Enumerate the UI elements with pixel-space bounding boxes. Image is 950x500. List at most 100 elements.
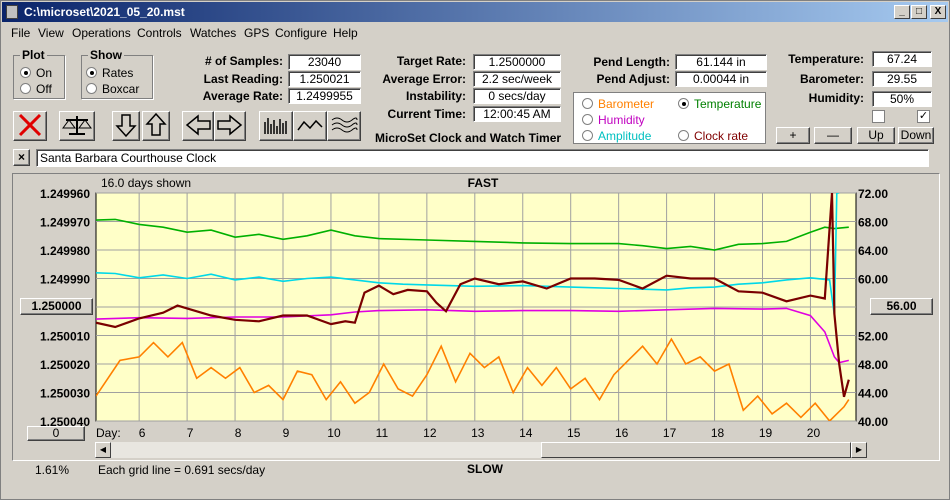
average-rate-field: 1.2499955 xyxy=(288,88,361,104)
series-line-humidity xyxy=(96,307,849,364)
up-arrow-button[interactable] xyxy=(142,111,170,141)
menu-configure[interactable]: Configure xyxy=(275,26,328,40)
maximize-button[interactable]: □ xyxy=(911,5,927,19)
scroll-thumb[interactable] xyxy=(541,442,851,458)
humidity-field: 50% xyxy=(872,91,932,107)
x-tick-label: 6 xyxy=(139,426,146,440)
amplitude-radio[interactable]: Amplitude xyxy=(582,129,651,143)
minus-button[interactable]: — xyxy=(814,127,852,144)
multi-line-view-button[interactable] xyxy=(327,111,361,141)
plot-off-radio[interactable]: Off xyxy=(20,82,52,96)
y-left-tick-label: 1.249970 xyxy=(40,216,90,230)
barometer-label: Barometer xyxy=(598,97,655,111)
barometer-label-right: Barometer: xyxy=(799,72,864,86)
offset-button[interactable]: 0 xyxy=(27,426,85,441)
menu-watches[interactable]: Watches xyxy=(190,26,237,40)
y-right-tick-label: 40.00 xyxy=(858,415,888,429)
days-shown-label: 16.0 days shown xyxy=(101,176,191,190)
arrow-left-icon xyxy=(185,114,211,136)
menu-help[interactable]: Help xyxy=(333,26,358,40)
clock-rate-label: Clock rate xyxy=(694,129,749,143)
radio-dot-icon xyxy=(86,83,97,94)
clock-rate-radio[interactable]: Clock rate xyxy=(678,129,748,143)
arrow-right-icon xyxy=(217,114,243,136)
balance-button[interactable] xyxy=(59,111,95,141)
x-tick-label: 15 xyxy=(567,426,581,440)
fast-label: FAST xyxy=(468,176,499,190)
x-tick-label: 20 xyxy=(807,426,821,440)
x-tick-label: 7 xyxy=(187,426,194,440)
close-button[interactable]: X xyxy=(930,5,946,19)
menu-operations[interactable]: Operations xyxy=(72,26,131,40)
show-boxcar-radio[interactable]: Boxcar xyxy=(86,82,139,96)
x-tick-label: 14 xyxy=(519,426,533,440)
x-tick-label: 11 xyxy=(376,426,389,440)
temperature-label: Temperature: xyxy=(788,52,864,66)
samples-label: # of Samples: xyxy=(204,54,283,68)
x-tick-label: 8 xyxy=(235,426,242,440)
menu-bar: File View Operations Controls Watches GP… xyxy=(2,24,948,42)
grid-note: Each grid line = 0.691 secs/day xyxy=(98,463,266,477)
checkbox-left[interactable] xyxy=(872,110,885,123)
radio-dot-icon xyxy=(20,67,31,78)
plot-group: Plot On Off xyxy=(13,48,65,99)
left-arrow-button[interactable] xyxy=(182,111,214,141)
target-rate-label: Target Rate: xyxy=(396,54,466,68)
plot-group-title: Plot xyxy=(20,48,47,62)
show-rates-radio[interactable]: Rates xyxy=(86,66,133,80)
checkbox-right[interactable]: ✓ xyxy=(917,110,930,123)
series-line-clock-rate xyxy=(96,193,850,398)
show-rates-label: Rates xyxy=(102,66,134,80)
series-line-barometer xyxy=(96,337,850,421)
horizontal-scrollbar[interactable]: ◀ ▶ xyxy=(95,442,867,458)
scroll-right-icon[interactable]: ▶ xyxy=(851,442,867,458)
y-right-tick-label: 60.00 xyxy=(858,273,888,287)
radio-dot-icon xyxy=(678,98,689,109)
down-button[interactable]: Down xyxy=(898,127,934,144)
center-rate-button[interactable]: 1.250000 xyxy=(20,298,93,315)
x-tick-label: 19 xyxy=(759,426,773,440)
plus-button[interactable]: + xyxy=(776,127,810,144)
y-left-tick-label: 1.250010 xyxy=(40,330,90,344)
x-tick-label: 9 xyxy=(283,426,290,440)
current-time-field: 12:00:45 AM xyxy=(473,106,561,122)
menu-file[interactable]: File xyxy=(11,26,31,40)
series-line-amplitude xyxy=(96,193,840,316)
clock-description-input[interactable]: Santa Barbara Courthouse Clock xyxy=(36,149,929,167)
line-view-button[interactable] xyxy=(293,111,327,141)
center-sensor-button[interactable]: 56.00 xyxy=(870,298,933,315)
menu-gps[interactable]: GPS xyxy=(244,26,270,40)
arrow-up-icon xyxy=(145,112,167,136)
show-group-title: Show xyxy=(88,48,124,62)
plot-on-label: On xyxy=(36,66,53,80)
rate-chart: 1.249960 72.00 1.249970 68.00 1.249980 64.00 1… xyxy=(40,176,888,440)
scroll-left-icon[interactable]: ◀ xyxy=(95,442,111,458)
temperature-field: 67.24 xyxy=(872,51,932,67)
right-arrow-button[interactable] xyxy=(214,111,246,141)
delete-button[interactable] xyxy=(13,111,47,141)
plot-on-radio[interactable]: On xyxy=(20,66,52,80)
last-reading-label: Last Reading: xyxy=(203,72,283,86)
y-left-tick-label: 1.249980 xyxy=(40,244,90,258)
clear-description-button[interactable]: × xyxy=(13,149,30,166)
humidity-radio[interactable]: Humidity xyxy=(582,113,645,127)
menu-controls[interactable]: Controls xyxy=(137,26,182,40)
menu-view[interactable]: View xyxy=(38,26,64,40)
scroll-track[interactable] xyxy=(111,442,541,458)
down-arrow-button[interactable] xyxy=(112,111,140,141)
minimize-button[interactable]: _ xyxy=(894,5,910,19)
show-boxcar-label: Boxcar xyxy=(102,82,140,96)
bars-view-button[interactable] xyxy=(259,111,293,141)
y-right-tick-label: 44.00 xyxy=(858,387,888,401)
close-x-icon xyxy=(18,113,42,137)
up-button[interactable]: Up xyxy=(857,127,895,144)
temperature-radio[interactable]: Temperature xyxy=(678,97,761,111)
barometer-radio[interactable]: Barometer xyxy=(582,97,654,111)
x-tick-label: 17 xyxy=(663,426,677,440)
title-bar[interactable]: C:\microset\2021_05_20.mst _ □ X xyxy=(2,2,948,22)
current-time-label: Current Time: xyxy=(387,107,466,121)
samples-field: 23040 xyxy=(288,54,361,70)
bars-icon xyxy=(264,118,287,134)
pend-adjust-label: Pend Adjust: xyxy=(596,72,670,86)
window-title: C:\microset\2021_05_20.mst xyxy=(24,5,185,19)
